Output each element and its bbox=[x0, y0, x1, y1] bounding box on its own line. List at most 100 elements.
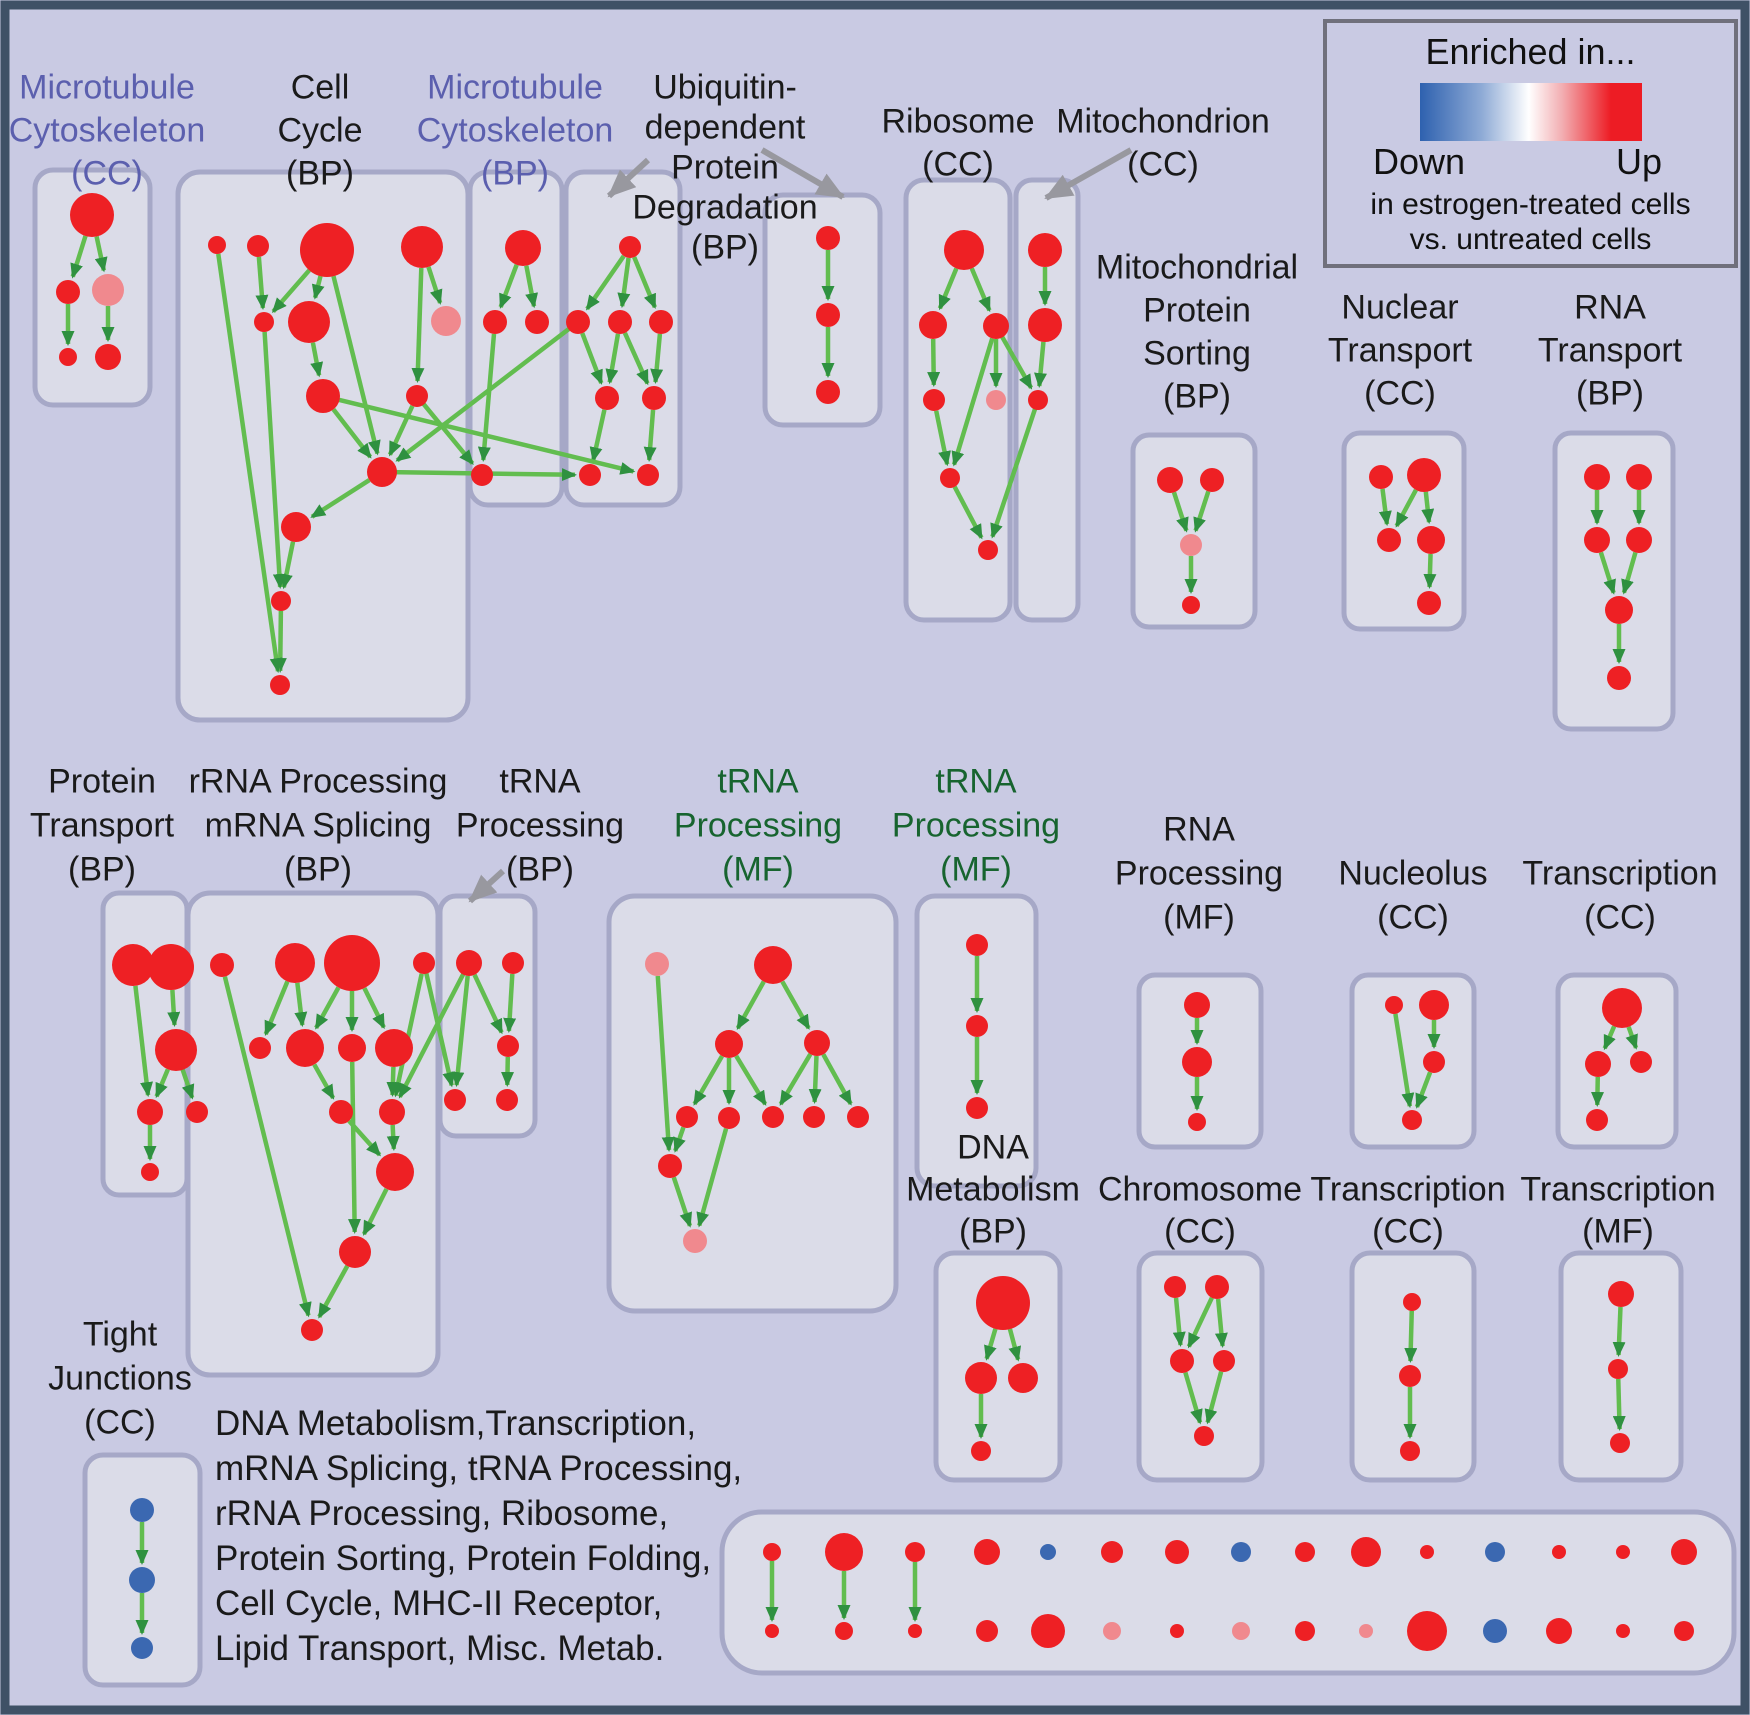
go-term-node-slightly-upregulated bbox=[986, 390, 1006, 410]
go-term-node-upregulated bbox=[141, 1163, 159, 1181]
go-term-node-upregulated bbox=[1101, 1541, 1123, 1563]
go-term-node-downregulated bbox=[130, 1498, 154, 1522]
edge-arrow-nuclear-transport-cc bbox=[1378, 488, 1392, 527]
edge-arrow-cell-cycle-bp bbox=[311, 275, 325, 300]
edge-arrow-nucleolus-cc bbox=[1414, 1071, 1433, 1109]
edge-arrow-trna-processing-bp bbox=[451, 975, 470, 1088]
go-term-node-upregulated bbox=[983, 313, 1009, 339]
go-term-node-slightly-upregulated bbox=[1232, 1622, 1250, 1640]
go-term-node-upregulated bbox=[718, 1107, 740, 1129]
go-term-node-upregulated bbox=[637, 464, 659, 486]
cluster-box-mixed-categories-bottom bbox=[719, 1509, 1737, 1676]
cluster-box-chromosome-cc bbox=[1136, 1250, 1265, 1483]
go-term-node-upregulated bbox=[502, 952, 524, 974]
go-term-node-slightly-upregulated bbox=[1103, 1622, 1121, 1640]
cross-cluster-edge-arrow bbox=[395, 321, 578, 463]
go-term-node-upregulated bbox=[1402, 1110, 1422, 1130]
edge-arrow-trna-processing-mf-large bbox=[808, 1055, 822, 1105]
go-term-node-upregulated bbox=[379, 1099, 405, 1125]
go-term-node-upregulated bbox=[908, 1624, 922, 1638]
edge-arrow-rrna-processing-mrna-splicing-bp bbox=[386, 1124, 400, 1152]
go-term-node-upregulated bbox=[496, 1089, 518, 1111]
edge-arrow-trna-processing-mf-large bbox=[778, 1053, 813, 1106]
go-term-node-upregulated bbox=[471, 464, 493, 486]
edge-arrow-ribosome-cc bbox=[969, 267, 992, 313]
go-term-node-upregulated bbox=[579, 464, 601, 486]
go-term-node-upregulated bbox=[1546, 1618, 1572, 1644]
go-term-node-upregulated bbox=[1423, 1051, 1445, 1073]
go-term-node-upregulated bbox=[847, 1106, 869, 1128]
go-term-node-upregulated bbox=[816, 380, 840, 404]
go-term-node-upregulated bbox=[816, 303, 840, 327]
legend: Enriched in... Down Up in estrogen-treat… bbox=[1323, 19, 1738, 268]
go-term-node-upregulated bbox=[1607, 666, 1631, 690]
go-term-node-slightly-upregulated bbox=[92, 274, 124, 306]
go-term-node-upregulated bbox=[676, 1106, 698, 1128]
go-term-node-upregulated bbox=[1351, 1537, 1381, 1567]
edge-arrow-rrna-processing-mrna-splicing-bp bbox=[317, 1264, 350, 1319]
edge-arrow-rrna-processing-mrna-splicing-bp bbox=[294, 982, 308, 1028]
go-term-node-upregulated bbox=[339, 1236, 371, 1268]
go-term-node-upregulated bbox=[56, 280, 80, 304]
legend-gradient-bar bbox=[1419, 83, 1642, 141]
go-term-node-upregulated bbox=[249, 1037, 271, 1059]
go-term-node-upregulated bbox=[944, 230, 984, 270]
go-term-node-upregulated bbox=[1610, 1433, 1630, 1453]
edge-arrow-rrna-processing-mrna-splicing-bp bbox=[362, 987, 386, 1030]
go-term-node-upregulated bbox=[210, 953, 234, 977]
edge-arrow-cell-cycle-bp bbox=[331, 275, 381, 456]
go-term-node-upregulated bbox=[923, 389, 945, 411]
go-term-node-upregulated bbox=[288, 301, 330, 343]
cluster-box-nucleolus-cc bbox=[1349, 972, 1477, 1150]
edge-arrow-transcription-mf bbox=[1612, 1306, 1626, 1358]
edge-arrow-cell-cycle-bp bbox=[426, 266, 443, 305]
go-term-node-upregulated bbox=[608, 310, 632, 334]
go-term-node-upregulated bbox=[803, 1106, 825, 1128]
edge-arrow-nuclear-transport-cc bbox=[1394, 488, 1418, 528]
go-term-node-upregulated bbox=[375, 1029, 413, 1067]
edge-arrow-chromosome-cc bbox=[1172, 1297, 1186, 1348]
go-term-node-upregulated bbox=[338, 1034, 366, 1062]
edge-arrow-cell-cycle-bp bbox=[271, 268, 311, 313]
edge-arrow-protein-transport-bp bbox=[167, 989, 181, 1028]
edge-arrow-rrna-processing-mrna-splicing-bp bbox=[391, 973, 424, 1098]
go-term-node-upregulated bbox=[1602, 988, 1642, 1028]
go-term-node-upregulated bbox=[525, 310, 549, 334]
edge-arrow-ubiquitin-degradation-box-a bbox=[580, 332, 604, 385]
edge-arrow-trna-processing-mf-large bbox=[673, 1126, 686, 1153]
go-term-node-downregulated bbox=[129, 1567, 155, 1593]
misc-line-2: mRNA Splicing, tRNA Processing, bbox=[215, 1448, 743, 1488]
go-term-node-upregulated bbox=[1674, 1621, 1694, 1641]
go-term-node-upregulated bbox=[1584, 464, 1610, 490]
go-term-node-upregulated bbox=[642, 386, 666, 410]
go-term-node-upregulated bbox=[804, 1030, 830, 1056]
misc-line-4: Protein Sorting, Protein Folding, bbox=[215, 1538, 712, 1578]
edge-arrow-cell-cycle-bp bbox=[216, 253, 283, 674]
misc-line-5: Cell Cycle, MHC-II Receptor, bbox=[215, 1583, 663, 1623]
edge-arrow-trna-processing-mf-large bbox=[655, 975, 675, 1153]
edge-arrow-rna-transport-bp bbox=[1621, 551, 1638, 595]
edge-arrow-microtubule-cytoskeleton-bp bbox=[524, 265, 538, 309]
go-term-node-upregulated bbox=[112, 944, 154, 986]
go-term-node-upregulated bbox=[301, 1319, 323, 1341]
legend-subtitle-line1: in estrogen-treated cells bbox=[1370, 188, 1691, 221]
go-term-node-slightly-upregulated bbox=[431, 306, 461, 336]
edge-arrow-protein-transport-bp bbox=[133, 985, 154, 1098]
go-term-node-upregulated bbox=[59, 348, 77, 366]
go-term-node-upregulated bbox=[763, 1543, 781, 1561]
edge-arrow-cell-cycle-bp bbox=[273, 610, 287, 674]
edge-arrow-rrna-processing-mrna-splicing-bp bbox=[222, 976, 312, 1318]
misc-categories-text: DNA Metabolism,Transcription, mRNA Splic… bbox=[215, 1401, 742, 1671]
go-term-node-upregulated bbox=[1295, 1542, 1315, 1562]
go-term-node-upregulated bbox=[1616, 1545, 1630, 1559]
go-term-node-upregulated bbox=[1182, 1047, 1212, 1077]
go-term-node-upregulated bbox=[1028, 233, 1062, 267]
edge-arrow-chromosome-cc bbox=[1186, 1296, 1214, 1349]
go-term-node-upregulated bbox=[275, 943, 315, 983]
edge-arrow-ubiquitin-degradation-box-a bbox=[650, 333, 664, 385]
go-term-node-upregulated bbox=[905, 1542, 925, 1562]
go-term-node-upregulated bbox=[658, 1154, 682, 1178]
go-term-node-upregulated bbox=[270, 675, 290, 695]
cluster-box-nuclear-transport-cc bbox=[1341, 430, 1467, 632]
go-term-node-upregulated bbox=[70, 193, 114, 237]
